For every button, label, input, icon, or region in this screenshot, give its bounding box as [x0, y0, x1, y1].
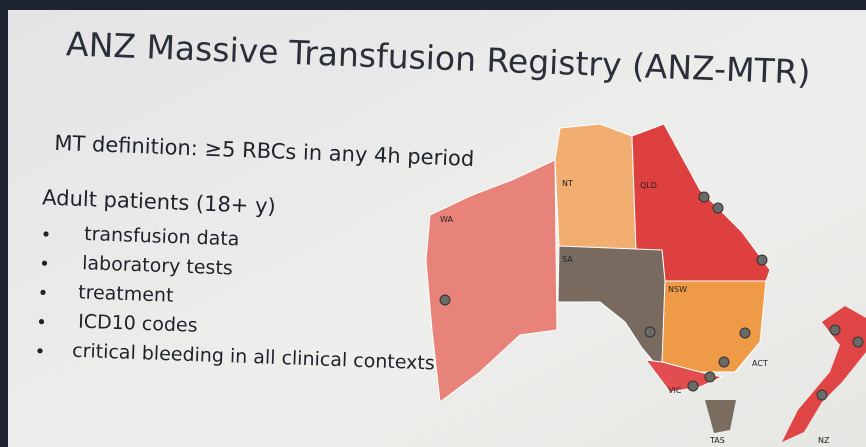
bullet-text: ICD10 codes: [78, 311, 198, 337]
label-nz: NZ: [818, 436, 830, 445]
bullet-dot: [42, 261, 47, 266]
label-nt: NT: [562, 179, 573, 188]
bullet-text: treatment: [78, 281, 174, 306]
label-vic: VIC: [668, 386, 682, 395]
bullet-dot: [39, 319, 44, 324]
label-tas: TAS: [709, 436, 725, 445]
slide-photo: ANZ Massive Transfusion Registry (ANZ-MT…: [0, 0, 866, 447]
label-act: ACT: [752, 359, 768, 368]
label-wa: WA: [440, 215, 453, 224]
label-nsw: NSW: [668, 285, 687, 294]
bullet-dot: [43, 231, 48, 236]
bullet-dot: [40, 290, 45, 295]
bullet-dot: [37, 348, 42, 353]
label-sa: SA: [562, 255, 573, 264]
label-qld: QLD: [640, 181, 657, 190]
